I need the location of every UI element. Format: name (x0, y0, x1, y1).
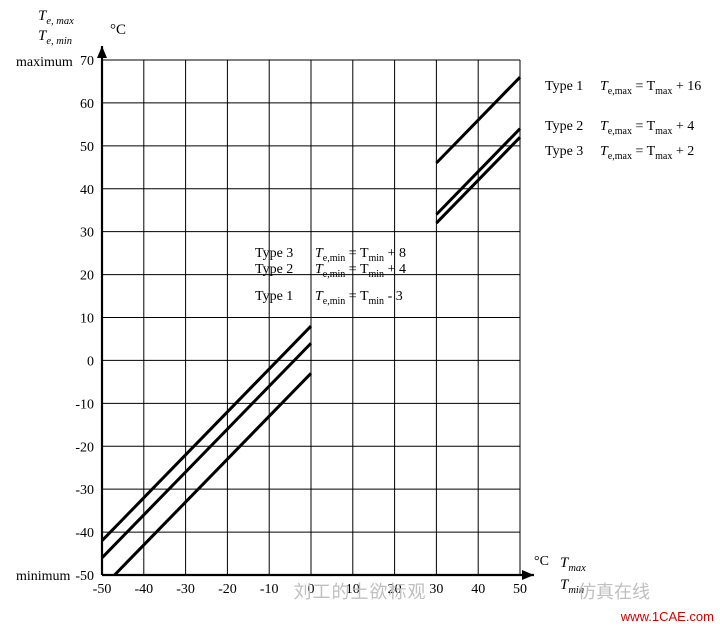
series-name: Type 2 (545, 119, 583, 134)
series-name: Type 3 (545, 144, 583, 159)
series-name: Type 2 (255, 262, 293, 277)
figure: { "colors": { "background": "#ffffff", "… (0, 0, 720, 626)
y-tick-label: 40 (80, 183, 94, 198)
y-tick-label: -20 (75, 440, 94, 455)
y-unit: °C (110, 22, 126, 38)
y-tick-label: 10 (80, 312, 94, 327)
watermark-right: 仿真在线 (578, 578, 650, 604)
y-tick-label: 50 (80, 140, 94, 155)
y-tick-label: -30 (75, 483, 94, 498)
y-maximum-word: maximum (16, 55, 73, 70)
series-name: Type 1 (545, 79, 583, 94)
watermark-red: www.1CAE.com (621, 609, 714, 624)
y-tick-label: 60 (80, 97, 94, 112)
y-tick-label: 0 (87, 354, 94, 369)
chart-svg: -50-40-30-20-1001020304050-50-40-30-20-1… (0, 0, 720, 626)
series-name: Type 3 (255, 246, 293, 261)
series-name: Type 1 (255, 289, 293, 304)
y-tick-label: 20 (80, 269, 94, 284)
x-unit: °C (534, 554, 549, 569)
y-tick-label: -40 (75, 526, 94, 541)
y-tick-label: 30 (80, 226, 94, 241)
y-tick-label: 70 (80, 54, 94, 69)
y-tick-label: -10 (75, 397, 94, 412)
